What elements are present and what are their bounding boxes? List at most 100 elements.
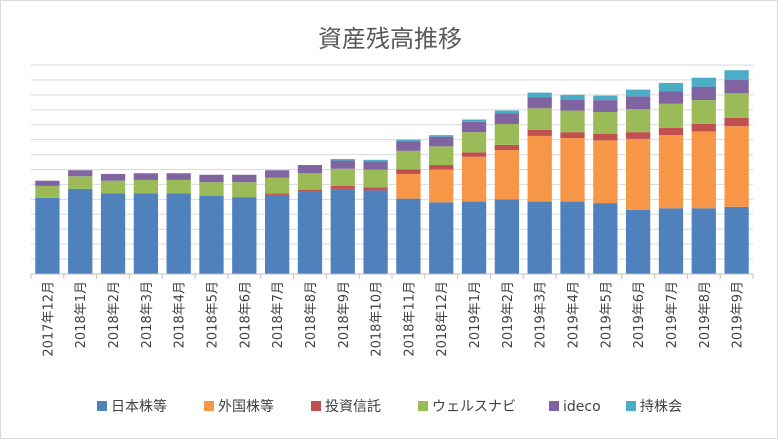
bar-segment-s0-c13 <box>461 201 487 274</box>
bar-segment-s3-c7 <box>264 177 290 194</box>
bar-segment-s4-c2 <box>100 173 126 181</box>
bar-segment-s4-c8 <box>297 165 323 174</box>
bar-segment-s4-c17 <box>593 100 618 113</box>
bar-segment-s4-c6 <box>232 174 257 183</box>
legend-label: 外国株等 <box>218 398 274 415</box>
bar-segment-s2-c18 <box>625 132 651 139</box>
bar-segment-s0-c9 <box>330 188 355 274</box>
bar-segment-s3-c1 <box>68 176 93 189</box>
bar-segment-s1-c15 <box>527 135 552 202</box>
bar-segment-s1-c11 <box>396 173 421 199</box>
bar-segment-s4-c1 <box>68 170 93 177</box>
bar-segment-s1-c16 <box>560 138 585 202</box>
x-tick-label: 2019年7月 <box>665 281 680 348</box>
x-tick-label: 2018年2月 <box>107 281 122 348</box>
legend-label: ウェルスナビ <box>432 399 516 415</box>
legend: 日本株等 外国株等 投資信託 ウェルスナビ ideco 持株会 <box>97 398 682 415</box>
bar-segment-s5-c12 <box>429 135 454 137</box>
bar-segment-s0-c1 <box>68 188 93 274</box>
x-axis-tick-labels: 2017年12月 2018年1月 2018年2月 2018年3月 2018年4月 2018… <box>41 281 745 357</box>
bar-segment-s3-c13 <box>461 132 487 153</box>
bar-segment-s3-c9 <box>330 168 355 186</box>
bar-segment-s1-c12 <box>429 169 454 203</box>
bar-segment-s5-c18 <box>625 89 651 97</box>
bar-segment-s0-c3 <box>133 193 159 274</box>
bar-segment-s4-c10 <box>363 161 388 170</box>
bar-segment-s3-c8 <box>297 173 323 190</box>
bar-segment-s0-c6 <box>232 197 257 274</box>
legend-label: ideco <box>563 399 601 415</box>
x-tick-label: 2019年5月 <box>599 281 614 348</box>
bar-segment-s0-c18 <box>625 209 651 274</box>
bar-segment-s3-c20 <box>691 100 716 124</box>
legend-swatch <box>97 401 107 411</box>
x-tick-label: 2018年4月 <box>173 281 188 348</box>
bar-segment-s4-c16 <box>560 99 585 111</box>
bar-segment-s0-c0 <box>35 197 60 274</box>
chart-title: 資産残高推移 <box>318 25 462 53</box>
bar-segment-s2-c21 <box>724 117 749 127</box>
bar-segment-s0-c16 <box>560 201 585 274</box>
bar-segment-s4-c18 <box>625 96 651 110</box>
bar-segment-s5-c19 <box>658 82 684 92</box>
x-tick-label: 2019年9月 <box>731 281 746 348</box>
bar-segment-s2-c17 <box>593 133 618 141</box>
bar-segment-s2-c8 <box>297 189 323 192</box>
bar-segment-s0-c2 <box>100 193 126 274</box>
bar-segment-s1-c18 <box>625 138 651 210</box>
bar-segment-s3-c4 <box>166 179 191 194</box>
bar-segment-s1-c14 <box>494 150 520 200</box>
bar-segment-s0-c19 <box>658 208 684 274</box>
legend-swatch <box>549 401 559 411</box>
x-tick-label: 2019年4月 <box>567 281 582 348</box>
bar-segment-s4-c21 <box>724 79 749 94</box>
x-tick-label: 2018年10月 <box>370 281 385 357</box>
bar-segment-s2-c12 <box>429 165 454 170</box>
bar-segment-s1-c17 <box>593 140 618 204</box>
legend-label: 投資信託 <box>325 399 381 415</box>
x-tick-label: 2019年2月 <box>501 281 516 348</box>
x-tick-label: 2019年6月 <box>632 281 647 348</box>
legend-swatch <box>626 401 636 411</box>
legend-swatch <box>311 401 321 411</box>
bar-segment-s5-c21 <box>724 70 749 80</box>
bar-segment-s2-c14 <box>494 144 520 151</box>
bar-segment-s4-c11 <box>396 141 421 151</box>
bar-segment-s3-c11 <box>396 150 421 170</box>
bar-segment-s0-c7 <box>264 194 290 274</box>
bar-segment-s4-c3 <box>133 173 159 180</box>
bar-segment-s5-c14 <box>494 110 520 114</box>
bar-segment-s1-c13 <box>461 156 487 202</box>
bar-segment-s5-c17 <box>593 95 618 101</box>
bar-segment-s5-c10 <box>363 159 388 162</box>
bar-segment-s2-c7 <box>264 193 290 195</box>
x-tick-label: 2018年3月 <box>140 281 155 348</box>
bar-segment-s0-c4 <box>166 193 191 274</box>
bar-segment-s3-c21 <box>724 93 749 118</box>
bar-segment-s4-c9 <box>330 160 355 169</box>
bar-segment-s5-c13 <box>461 119 487 122</box>
bar-segment-s4-c20 <box>691 86 716 101</box>
bar-segment-s5-c11 <box>396 139 421 142</box>
x-tick-label: 2017年12月 <box>41 281 56 357</box>
bar-segment-s2-c16 <box>560 132 585 139</box>
x-tick-label: 2018年11月 <box>402 281 417 357</box>
bar-segment-s0-c10 <box>363 190 388 274</box>
bar-segment-s3-c6 <box>232 182 257 198</box>
bar-segment-s3-c10 <box>363 169 388 188</box>
bar-segment-s0-c8 <box>297 191 323 274</box>
bar-segment-s5-c15 <box>527 92 552 98</box>
bar-segment-s3-c2 <box>100 180 126 194</box>
bar-segment-s3-c16 <box>560 110 585 133</box>
x-tick-label: 2018年9月 <box>337 281 352 348</box>
bar-segment-s3-c17 <box>593 112 618 134</box>
x-tick-label: 2018年7月 <box>271 281 286 348</box>
x-tick-label: 2018年8月 <box>304 281 319 348</box>
x-axis <box>30 273 754 279</box>
bar-segment-s2-c20 <box>691 123 716 132</box>
bar-segment-s3-c15 <box>527 108 552 130</box>
bar-segment-s2-c13 <box>461 152 487 157</box>
bar-segment-s3-c0 <box>35 185 60 198</box>
